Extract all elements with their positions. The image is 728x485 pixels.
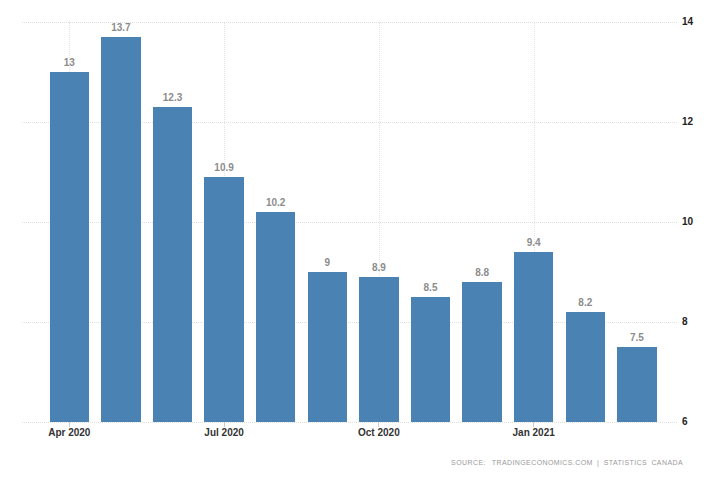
bar[interactable] bbox=[411, 297, 451, 422]
bar-value-label: 9.4 bbox=[504, 237, 564, 249]
x-axis-tick-label: Oct 2020 bbox=[334, 427, 424, 439]
bar[interactable] bbox=[359, 277, 399, 422]
source-text: TRADINGECONOMICS.COM | STATISTICS CANADA bbox=[492, 459, 683, 466]
bar[interactable] bbox=[256, 212, 296, 422]
y-axis-tick-label: 6 bbox=[682, 415, 712, 428]
y-axis-tick-label: 8 bbox=[682, 315, 712, 328]
source-attribution: SOURCE: TRADINGECONOMICS.COM | STATISTICS… bbox=[451, 459, 683, 466]
y-axis-tick-label: 14 bbox=[682, 15, 712, 28]
plot-area: 1313.712.310.910.298.98.58.89.48.27.5 bbox=[22, 22, 677, 422]
bar-value-label: 13.7 bbox=[91, 22, 151, 34]
x-axis-tick-label: Jul 2020 bbox=[179, 427, 269, 439]
bar-value-label: 8.2 bbox=[555, 297, 615, 309]
x-axis-tick-label: Apr 2020 bbox=[24, 427, 114, 439]
bar[interactable] bbox=[514, 252, 554, 422]
bar-value-label: 7.5 bbox=[607, 332, 667, 344]
y-axis-tick-label: 12 bbox=[682, 115, 712, 128]
y-axis-tick-label: 10 bbox=[682, 215, 712, 228]
bar-value-label: 10.9 bbox=[194, 162, 254, 174]
x-axis-tick-label: Jan 2021 bbox=[489, 427, 579, 439]
bar[interactable] bbox=[50, 72, 90, 422]
source-label: SOURCE: bbox=[451, 459, 486, 466]
bar[interactable] bbox=[204, 177, 244, 422]
bar[interactable] bbox=[462, 282, 502, 422]
bar-value-label: 12.3 bbox=[143, 92, 203, 104]
unemployment-rate-bar-chart: 1313.712.310.910.298.98.58.89.48.27.5 14… bbox=[0, 0, 728, 485]
bar-value-label: 8.5 bbox=[401, 282, 461, 294]
bar-value-label: 13 bbox=[39, 57, 99, 69]
bar[interactable] bbox=[308, 272, 348, 422]
bar-value-label: 10.2 bbox=[246, 197, 306, 209]
bar[interactable] bbox=[101, 37, 141, 422]
bar-value-label: 8.9 bbox=[349, 262, 409, 274]
bar[interactable] bbox=[566, 312, 606, 422]
bar[interactable] bbox=[153, 107, 193, 422]
horizontal-gridline bbox=[22, 422, 677, 423]
bar-value-label: 8.8 bbox=[452, 267, 512, 279]
bar[interactable] bbox=[617, 347, 657, 422]
